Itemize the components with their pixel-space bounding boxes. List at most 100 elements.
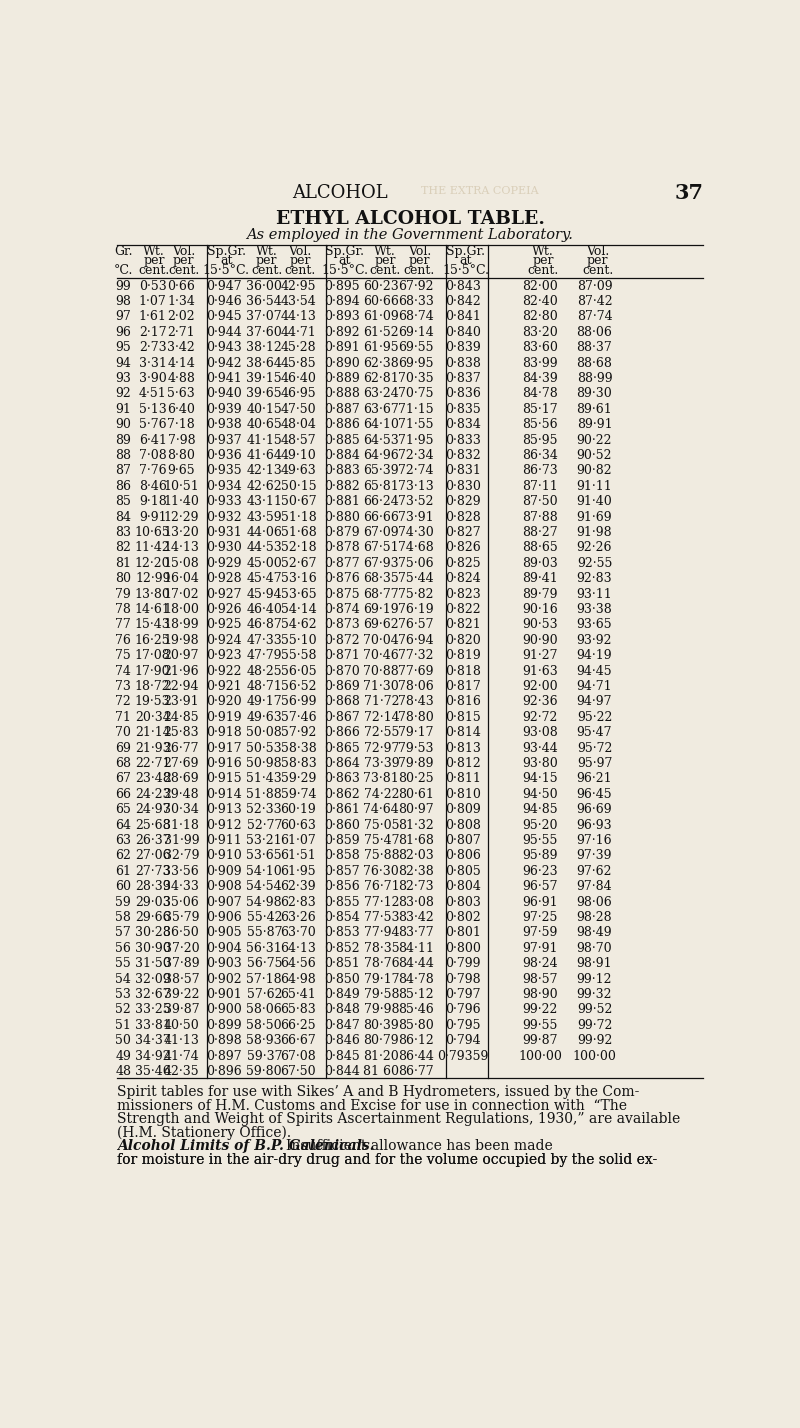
Text: 37·07: 37·07 xyxy=(246,310,282,323)
Text: 0·806: 0·806 xyxy=(445,850,481,863)
Text: 0·917: 0·917 xyxy=(206,741,242,754)
Text: 45·28: 45·28 xyxy=(281,341,316,354)
Text: 95·22: 95·22 xyxy=(577,711,612,724)
Text: 98·70: 98·70 xyxy=(577,942,612,955)
Text: 90·22: 90·22 xyxy=(577,434,612,447)
Text: 0·833: 0·833 xyxy=(445,434,481,447)
Text: 54·14: 54·14 xyxy=(281,603,316,615)
Text: 0·835: 0·835 xyxy=(445,403,481,416)
Text: 61·95: 61·95 xyxy=(363,341,399,354)
Text: 0·844: 0·844 xyxy=(324,1065,360,1078)
Text: 6·40: 6·40 xyxy=(167,403,195,416)
Text: 0·811: 0·811 xyxy=(445,773,481,785)
Text: 97·25: 97·25 xyxy=(522,911,558,924)
Text: 40·15: 40·15 xyxy=(246,403,282,416)
Text: 0·932: 0·932 xyxy=(206,511,242,524)
Text: 17·02: 17·02 xyxy=(163,587,199,601)
Text: 62·83: 62·83 xyxy=(281,895,316,908)
Text: 76·19: 76·19 xyxy=(398,603,434,615)
Text: 88·27: 88·27 xyxy=(522,526,558,538)
Text: 77·12: 77·12 xyxy=(363,895,399,908)
Text: 51·18: 51·18 xyxy=(281,511,316,524)
Text: 81 60: 81 60 xyxy=(363,1065,399,1078)
Text: 92: 92 xyxy=(115,387,131,400)
Text: 27·06: 27·06 xyxy=(135,850,170,863)
Text: 0·823: 0·823 xyxy=(445,587,481,601)
Text: 20·34: 20·34 xyxy=(135,711,170,724)
Text: 99·55: 99·55 xyxy=(522,1018,558,1032)
Text: 58·93: 58·93 xyxy=(246,1034,282,1047)
Text: 50: 50 xyxy=(115,1034,131,1047)
Text: 0·898: 0·898 xyxy=(206,1034,242,1047)
Text: 0·869: 0·869 xyxy=(324,680,360,693)
Text: 0·826: 0·826 xyxy=(445,541,481,554)
Text: 89·61: 89·61 xyxy=(577,403,612,416)
Text: 72: 72 xyxy=(115,695,131,708)
Text: 25·83: 25·83 xyxy=(163,727,199,740)
Text: 66: 66 xyxy=(115,788,131,801)
Text: 76·57: 76·57 xyxy=(398,618,434,631)
Text: cent.: cent. xyxy=(582,264,613,277)
Text: 37: 37 xyxy=(674,183,703,203)
Text: 52: 52 xyxy=(115,1004,131,1017)
Text: per: per xyxy=(586,254,608,267)
Text: 12·20: 12·20 xyxy=(135,557,170,570)
Text: 13·80: 13·80 xyxy=(134,587,170,601)
Text: 99·22: 99·22 xyxy=(522,1004,558,1017)
Text: 67·50: 67·50 xyxy=(281,1065,316,1078)
Text: 44·13: 44·13 xyxy=(281,310,316,323)
Text: 97·91: 97·91 xyxy=(522,942,558,955)
Text: 0·852: 0·852 xyxy=(324,942,360,955)
Text: 71·95: 71·95 xyxy=(398,434,434,447)
Text: 97·39: 97·39 xyxy=(577,850,612,863)
Text: 0·795: 0·795 xyxy=(445,1018,481,1032)
Text: 99·92: 99·92 xyxy=(577,1034,612,1047)
Text: 55: 55 xyxy=(115,957,131,970)
Text: As employed in the Government Laboratory.: As employed in the Government Laboratory… xyxy=(246,227,574,241)
Text: 20·97: 20·97 xyxy=(164,650,199,663)
Text: 0·939: 0·939 xyxy=(206,403,242,416)
Text: 94: 94 xyxy=(115,357,131,370)
Text: 86·12: 86·12 xyxy=(398,1034,434,1047)
Text: Wt.: Wt. xyxy=(533,246,554,258)
Text: 70·35: 70·35 xyxy=(398,371,434,386)
Text: 13·20: 13·20 xyxy=(163,526,199,538)
Text: 92·26: 92·26 xyxy=(577,541,612,554)
Text: 70·88: 70·88 xyxy=(363,664,399,678)
Text: 24·97: 24·97 xyxy=(135,803,170,817)
Text: 91·27: 91·27 xyxy=(522,650,558,663)
Text: 90·82: 90·82 xyxy=(577,464,612,477)
Text: 0·861: 0·861 xyxy=(324,803,360,817)
Text: 11·40: 11·40 xyxy=(163,496,199,508)
Text: 0·855: 0·855 xyxy=(324,895,360,908)
Text: 88·68: 88·68 xyxy=(577,357,612,370)
Text: 0·919: 0·919 xyxy=(206,711,242,724)
Text: 41·15: 41·15 xyxy=(246,434,282,447)
Text: 78·80: 78·80 xyxy=(398,711,434,724)
Text: 0·803: 0·803 xyxy=(445,895,481,908)
Text: for moisture in the air-dry drug and for the volume occupied by the solid ex-: for moisture in the air-dry drug and for… xyxy=(117,1152,658,1167)
Text: 11·42: 11·42 xyxy=(135,541,170,554)
Text: 0·883: 0·883 xyxy=(324,464,360,477)
Text: 99·52: 99·52 xyxy=(577,1004,612,1017)
Text: 70·75: 70·75 xyxy=(398,387,434,400)
Text: 95·20: 95·20 xyxy=(522,818,558,831)
Text: 0·906: 0·906 xyxy=(206,911,242,924)
Text: 32·67: 32·67 xyxy=(135,988,170,1001)
Text: 18·99: 18·99 xyxy=(163,618,199,631)
Text: 68·77: 68·77 xyxy=(363,587,399,601)
Text: 50·15: 50·15 xyxy=(281,480,316,493)
Text: 63: 63 xyxy=(115,834,131,847)
Text: 4·51: 4·51 xyxy=(139,387,166,400)
Text: 62: 62 xyxy=(115,850,131,863)
Text: 39·87: 39·87 xyxy=(163,1004,199,1017)
Text: 69·14: 69·14 xyxy=(398,326,434,338)
Text: 0·809: 0·809 xyxy=(445,803,481,817)
Text: 56: 56 xyxy=(115,942,131,955)
Text: 0·875: 0·875 xyxy=(324,587,360,601)
Text: 63·26: 63·26 xyxy=(281,911,316,924)
Text: 43·11: 43·11 xyxy=(246,496,282,508)
Text: 34·37: 34·37 xyxy=(135,1034,170,1047)
Text: 78·06: 78·06 xyxy=(398,680,434,693)
Text: 16·04: 16·04 xyxy=(163,573,199,585)
